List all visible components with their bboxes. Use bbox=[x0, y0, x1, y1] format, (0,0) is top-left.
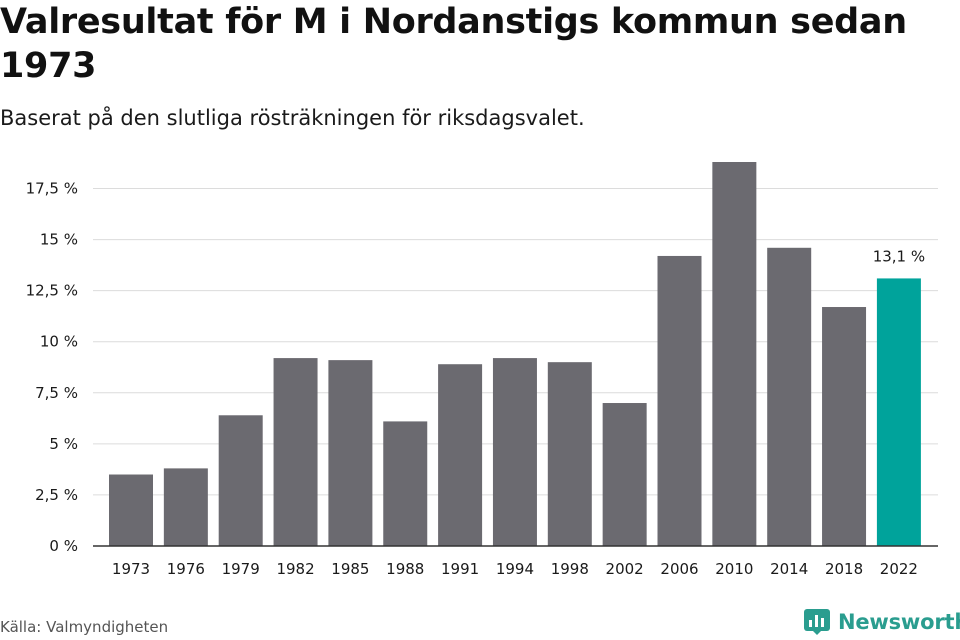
bar bbox=[767, 247, 812, 546]
x-tick-label: 2006 bbox=[660, 560, 698, 578]
chart-title: Valresultat för M i Nordanstigs kommun s… bbox=[0, 2, 907, 86]
x-tick-label: 2014 bbox=[770, 560, 808, 578]
x-tick-label: 1985 bbox=[331, 560, 369, 578]
bar bbox=[822, 307, 867, 546]
y-tick-label: 15 % bbox=[40, 231, 78, 249]
bar bbox=[876, 278, 921, 546]
x-tick-label: 1982 bbox=[276, 560, 314, 578]
bar bbox=[218, 415, 263, 546]
y-tick-label: 12,5 % bbox=[26, 282, 78, 300]
brand-name: Newsworthy bbox=[838, 610, 960, 634]
x-tick-label: 1998 bbox=[551, 560, 589, 578]
chart-subtitle: Baserat på den slutliga rösträkningen fö… bbox=[0, 106, 585, 130]
y-tick-label: 10 % bbox=[40, 333, 78, 351]
x-tick-label: 1979 bbox=[222, 560, 260, 578]
x-tick-label: 2022 bbox=[880, 560, 918, 578]
x-tick-label: 1976 bbox=[167, 560, 205, 578]
bar bbox=[602, 403, 647, 546]
newsworthy-logo-icon bbox=[804, 609, 830, 635]
bar bbox=[547, 362, 592, 546]
x-tick-label: 1988 bbox=[386, 560, 424, 578]
x-tick-label: 1991 bbox=[441, 560, 479, 578]
x-tick-label: 1973 bbox=[112, 560, 150, 578]
bar bbox=[163, 468, 208, 546]
data-label: 13,1 % bbox=[873, 247, 925, 265]
bar bbox=[657, 255, 702, 546]
y-tick-label: 0 % bbox=[49, 537, 78, 555]
x-tick-label: 2018 bbox=[825, 560, 863, 578]
bar bbox=[438, 364, 483, 546]
bar bbox=[383, 421, 428, 546]
y-tick-label: 2,5 % bbox=[35, 486, 78, 504]
y-tick-label: 5 % bbox=[49, 435, 78, 453]
y-tick-label: 17,5 % bbox=[26, 180, 78, 198]
y-tick-label: 7,5 % bbox=[35, 384, 78, 402]
bar-chart: 0 % 2,5 % 5 % 7,5 % 10 % 12,5 % 15 % 17,5 % 1973… bbox=[26, 162, 938, 578]
bar bbox=[273, 358, 318, 546]
x-tick-label: 2010 bbox=[715, 560, 753, 578]
x-tick-label: 2002 bbox=[606, 560, 644, 578]
source-note: Källa: Valmyndigheten bbox=[0, 618, 169, 636]
brand-logo[interactable]: Newsworthy bbox=[804, 607, 960, 637]
bar bbox=[328, 360, 373, 546]
x-tick-label: 1994 bbox=[496, 560, 534, 578]
bar bbox=[712, 162, 757, 546]
bar bbox=[492, 358, 537, 546]
bar bbox=[109, 474, 153, 546]
